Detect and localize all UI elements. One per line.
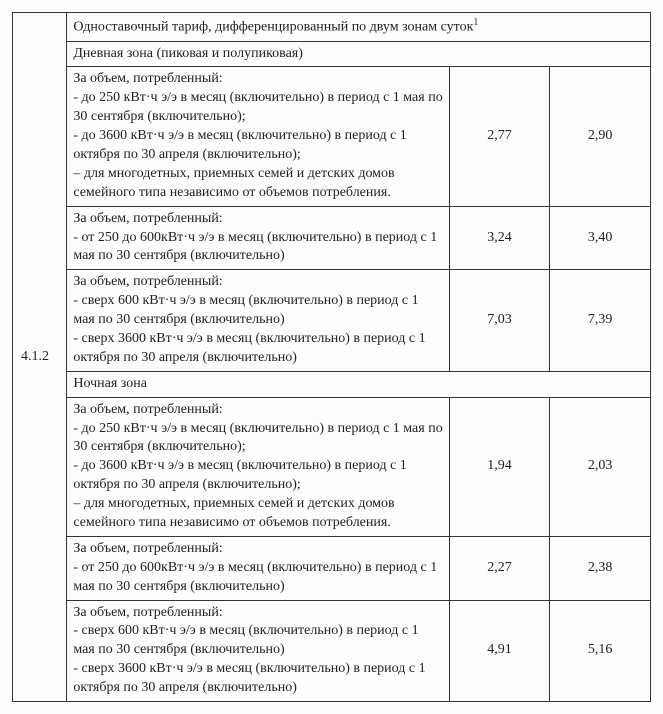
table-row: 4.1.2 Одноставочный тариф, дифференциров… — [13, 13, 651, 42]
table-row: За объем, потребленный: - сверх 600 кВт·… — [13, 600, 651, 701]
value-cell: 2,90 — [550, 67, 651, 206]
desc-cell: За объем, потребленный: - до 250 кВт·ч э… — [67, 67, 449, 206]
table-row: За объем, потребленный: - до 250 кВт·ч э… — [13, 67, 651, 206]
value-cell: 7,03 — [449, 270, 550, 371]
table-row: Дневная зона (пиковая и полупиковая) — [13, 41, 651, 67]
desc-cell: За объем, потребленный: - от 250 до 600к… — [67, 536, 449, 600]
value-cell: 5,16 — [550, 600, 651, 701]
table-row: За объем, потребленный: - от 250 до 600к… — [13, 536, 651, 600]
value-cell: 7,39 — [550, 270, 651, 371]
section-number-cell: 4.1.2 — [13, 13, 67, 702]
desc-cell: За объем, потребленный: - до 250 кВт·ч э… — [67, 397, 449, 536]
table-row: За объем, потребленный: - до 250 кВт·ч э… — [13, 397, 651, 536]
value-cell: 1,94 — [449, 397, 550, 536]
value-cell: 2,77 — [449, 67, 550, 206]
value-cell: 4,91 — [449, 600, 550, 701]
main-header-sup: 1 — [473, 17, 478, 28]
main-header-cell: Одноставочный тариф, дифференцированный … — [67, 13, 651, 42]
tariff-table: 4.1.2 Одноставочный тариф, дифференциров… — [12, 12, 651, 702]
desc-cell: За объем, потребленный: - от 250 до 600к… — [67, 206, 449, 270]
table-row: За объем, потребленный: - сверх 600 кВт·… — [13, 270, 651, 371]
main-header-text: Одноставочный тариф, дифференцированный … — [73, 20, 473, 35]
value-cell: 2,38 — [550, 536, 651, 600]
table-row: Ночная зона — [13, 371, 651, 397]
day-zone-header: Дневная зона (пиковая и полупиковая) — [67, 41, 651, 67]
desc-cell: За объем, потребленный: - сверх 600 кВт·… — [67, 600, 449, 701]
value-cell: 2,03 — [550, 397, 651, 536]
section-number: 4.1.2 — [21, 349, 49, 364]
value-cell: 2,27 — [449, 536, 550, 600]
value-cell: 3,40 — [550, 206, 651, 270]
desc-cell: За объем, потребленный: - сверх 600 кВт·… — [67, 270, 449, 371]
night-zone-header: Ночная зона — [67, 371, 651, 397]
value-cell: 3,24 — [449, 206, 550, 270]
table-row: За объем, потребленный: - от 250 до 600к… — [13, 206, 651, 270]
